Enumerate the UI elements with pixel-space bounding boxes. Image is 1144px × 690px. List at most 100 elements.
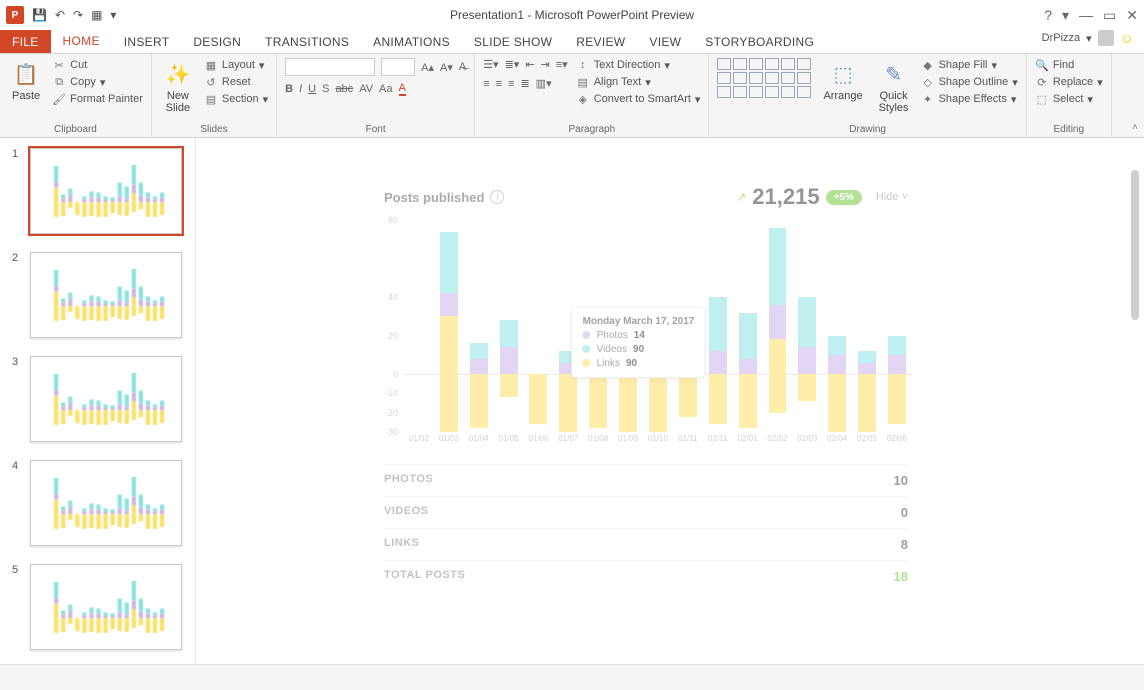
chart: 8040200-10-20-30 01/0201/0301/0401/0501/…: [376, 220, 916, 450]
font-size-select[interactable]: [381, 58, 415, 76]
user-account[interactable]: DrPizza ▾ ☺: [1042, 30, 1134, 46]
close-button[interactable]: ✕: [1126, 7, 1138, 24]
layout-button[interactable]: ▦Layout▾: [204, 58, 268, 72]
align-text-button[interactable]: ▤Align Text▾: [576, 75, 701, 89]
increase-font-icon[interactable]: A▴: [421, 61, 434, 74]
tab-design[interactable]: DESIGN: [181, 30, 253, 53]
quick-styles-button[interactable]: ✎Quick Styles: [875, 58, 913, 116]
slide-canvas[interactable]: Posts published i ↗ 21,215 +5% Hide ˅ 80…: [196, 138, 1144, 664]
align-right-icon[interactable]: ≡: [508, 78, 514, 90]
maximize-button[interactable]: ▭: [1103, 7, 1116, 24]
section-button[interactable]: ▤Section▾: [204, 92, 268, 106]
status-bar: [0, 664, 1144, 690]
text-direction-button[interactable]: ↕Text Direction▾: [576, 58, 701, 72]
posts-published-widget: Posts published i ↗ 21,215 +5% Hide ˅ 80…: [366, 178, 926, 598]
thumbnail-slide-4[interactable]: 4: [12, 460, 183, 546]
vertical-scrollbar[interactable]: [1129, 140, 1141, 660]
tab-file[interactable]: FILE: [0, 30, 51, 53]
collapse-ribbon-icon[interactable]: ˄: [1132, 122, 1138, 133]
group-label-font: Font: [285, 122, 466, 135]
info-icon[interactable]: i: [490, 190, 504, 204]
window-title: Presentation1 - Microsoft PowerPoint Pre…: [0, 8, 1144, 22]
qat-save-icon[interactable]: 💾: [32, 8, 47, 22]
stats-table: PHOTOS10 VIDEOS0 LINKS8 TOTAL POSTS18: [384, 464, 908, 592]
shape-fill-button[interactable]: ◆Shape Fill▾: [921, 58, 1018, 72]
shape-outline-button[interactable]: ◇Shape Outline▾: [921, 75, 1018, 89]
thumbnail-slide-1[interactable]: 1: [12, 148, 183, 234]
thumbnail-slide-5[interactable]: 5: [12, 564, 183, 650]
convert-smartart-button[interactable]: ◈Convert to SmartArt▾: [576, 92, 701, 106]
thumbnail-slide-2[interactable]: 2: [12, 252, 183, 338]
tab-slideshow[interactable]: SLIDE SHOW: [462, 30, 564, 53]
justify-icon[interactable]: ≣: [520, 77, 529, 90]
minimize-button[interactable]: —: [1079, 7, 1093, 23]
underline-button[interactable]: U: [308, 83, 316, 95]
widget-total: ↗ 21,215 +5%: [736, 184, 862, 210]
align-buttons: ≡ ≡ ≡ ≣ ▥▾: [483, 77, 568, 90]
arrange-button[interactable]: ⬚Arrange: [819, 58, 866, 104]
user-dropdown-icon: ▾: [1086, 32, 1092, 45]
user-avatar: [1098, 30, 1114, 46]
columns-icon[interactable]: ▥▾: [536, 77, 552, 90]
help-button[interactable]: ?: [1044, 7, 1052, 23]
decrease-font-icon[interactable]: A▾: [440, 61, 453, 74]
feedback-smile-icon[interactable]: ☺: [1120, 30, 1134, 46]
shadow-button[interactable]: S: [322, 83, 329, 95]
shape-effects-button[interactable]: ✦Shape Effects▾: [921, 92, 1018, 106]
group-label-drawing: Drawing: [717, 122, 1017, 135]
total-value: 21,215: [752, 184, 819, 210]
tooltip-date: Monday March 17, 2017: [583, 316, 695, 327]
work-area: 1 2 3 4 5 Posts published i ↗ 21,215 +5% Hid…: [0, 138, 1144, 664]
tab-transitions[interactable]: TRANSITIONS: [253, 30, 361, 53]
widget-title: Posts published: [384, 190, 484, 205]
group-clipboard: 📋Paste ✂Cut ⧉Copy▾ 🖌Format Painter Clipb…: [0, 54, 152, 137]
qat-start-icon[interactable]: ▦: [91, 8, 102, 22]
replace-button[interactable]: ⟳Replace▾: [1035, 75, 1103, 89]
tab-home[interactable]: HOME: [51, 30, 112, 53]
cut-button[interactable]: ✂Cut: [52, 58, 143, 72]
group-editing: 🔍Find ⟳Replace▾ ⬚Select▾ Editing: [1027, 54, 1112, 137]
bold-button[interactable]: B: [285, 83, 293, 95]
qat-redo-icon[interactable]: ↷: [73, 8, 83, 22]
ribbon-options-icon[interactable]: ▾: [1062, 7, 1069, 24]
indent-right-icon[interactable]: ⇥: [541, 58, 550, 71]
font-family-select[interactable]: [285, 58, 375, 76]
copy-button[interactable]: ⧉Copy▾: [52, 75, 143, 89]
tab-storyboarding[interactable]: STORYBOARDING: [693, 30, 826, 53]
app-logo: P: [6, 6, 24, 24]
tab-animations[interactable]: ANIMATIONS: [361, 30, 462, 53]
tab-insert[interactable]: INSERT: [112, 30, 182, 53]
group-label-clipboard: Clipboard: [8, 122, 143, 135]
window-controls: ? ▾ — ▭ ✕: [1044, 7, 1138, 24]
strike-button[interactable]: abc: [335, 83, 353, 95]
slide-thumbnails[interactable]: 1 2 3 4 5: [0, 138, 196, 664]
new-slide-button[interactable]: ✨New Slide: [160, 58, 196, 116]
shapes-gallery[interactable]: [717, 58, 811, 98]
ribbon-tabs: FILE HOME INSERT DESIGN TRANSITIONS ANIM…: [0, 30, 1144, 54]
qat-more-icon[interactable]: ▾: [110, 8, 116, 22]
spacing-button[interactable]: AV: [359, 83, 373, 95]
tab-view[interactable]: VIEW: [637, 30, 693, 53]
align-left-icon[interactable]: ≡: [483, 78, 489, 90]
qat-undo-icon[interactable]: ↶: [55, 8, 65, 22]
ribbon: 📋Paste ✂Cut ⧉Copy▾ 🖌Format Painter Clipb…: [0, 54, 1144, 138]
select-button[interactable]: ⬚Select▾: [1035, 92, 1103, 106]
case-button[interactable]: Aa: [379, 83, 392, 95]
hide-button[interactable]: Hide ˅: [876, 191, 908, 203]
reset-button[interactable]: ↺Reset: [204, 75, 268, 89]
find-button[interactable]: 🔍Find: [1035, 58, 1103, 72]
numbering-icon[interactable]: ≣▾: [505, 58, 520, 71]
bullets-icon[interactable]: ☰▾: [483, 58, 498, 71]
quick-access-toolbar: P 💾 ↶ ↷ ▦ ▾: [0, 6, 116, 24]
format-painter-button[interactable]: 🖌Format Painter: [52, 92, 143, 106]
line-spacing-icon[interactable]: ≡▾: [556, 58, 568, 71]
align-center-icon[interactable]: ≡: [496, 78, 502, 90]
clear-format-icon[interactable]: A̶: [459, 61, 466, 73]
group-drawing: ⬚Arrange ✎Quick Styles ◆Shape Fill▾ ◇Sha…: [709, 54, 1026, 137]
paste-button[interactable]: 📋Paste: [8, 58, 44, 104]
italic-button[interactable]: I: [299, 83, 302, 95]
thumbnail-slide-3[interactable]: 3: [12, 356, 183, 442]
indent-left-icon[interactable]: ⇤: [525, 58, 534, 71]
tab-review[interactable]: REVIEW: [564, 30, 637, 53]
font-color-button[interactable]: A: [399, 82, 406, 96]
